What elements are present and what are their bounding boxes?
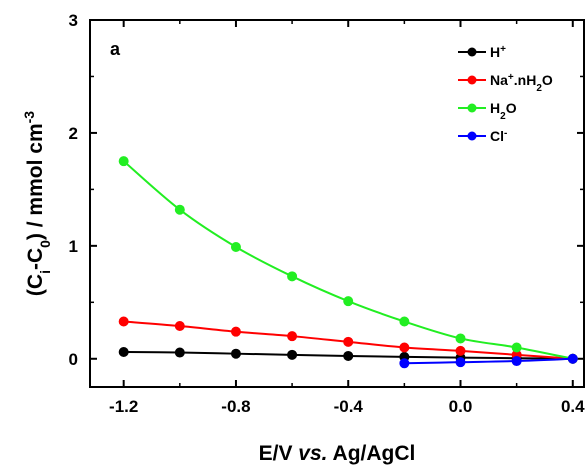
legend-label: H+: [490, 44, 506, 61]
plot-frame: [89, 19, 585, 388]
data-point: [511, 342, 522, 353]
x-tick-label: 0.0: [449, 397, 473, 416]
legend-marker: [467, 47, 477, 57]
legend-marker: [467, 103, 477, 113]
data-point: [455, 345, 466, 356]
x-tick-label: -0.4: [334, 397, 364, 416]
legend-item: H+: [458, 44, 506, 61]
data-point: [230, 326, 241, 337]
legend-label: Cl-: [490, 128, 507, 145]
label-layer: a E/V vs. Ag/AgCl (Ci-C0) / mmol cm-3: [21, 39, 415, 465]
legend-label: H2O: [490, 100, 517, 122]
y-tick-label: 3: [69, 11, 78, 30]
data-point: [287, 349, 298, 360]
legend: H+ Na+.nH2O H2O Cl-: [458, 44, 553, 145]
data-point: [287, 331, 298, 342]
y-tick-label: 2: [69, 124, 78, 143]
data-point: [230, 241, 241, 252]
data-point: [174, 321, 185, 332]
x-tick-label: -0.8: [221, 397, 250, 416]
series-layer: [118, 156, 578, 369]
y-tick-label: 1: [69, 237, 78, 256]
panel-label: a: [110, 39, 121, 59]
data-point: [118, 316, 129, 327]
data-point: [511, 356, 522, 367]
data-point: [287, 271, 298, 282]
data-point: [567, 353, 578, 364]
data-point: [118, 156, 129, 167]
series-2: [118, 156, 578, 364]
series-line: [123, 160, 573, 360]
legend-label: Na+.nH2O: [490, 72, 553, 94]
data-point: [399, 316, 410, 327]
data-point: [399, 342, 410, 353]
series-3: [399, 353, 578, 369]
data-point: [399, 358, 410, 369]
series-line: [404, 357, 573, 365]
legend-marker: [467, 75, 477, 85]
legend-item: Na+.nH2O: [458, 72, 553, 94]
data-point: [174, 204, 185, 215]
data-point: [455, 333, 466, 344]
data-point: [343, 350, 354, 361]
data-point: [455, 357, 466, 368]
y-axis-title: (Ci-C0) / mmol cm-3: [21, 111, 53, 296]
data-point: [118, 346, 129, 357]
x-tick-label: -1.2: [109, 397, 138, 416]
legend-item: H2O: [458, 100, 517, 122]
data-point: [343, 336, 354, 347]
data-point: [230, 348, 241, 359]
x-tick-label: 0.4: [561, 397, 585, 416]
data-point: [343, 296, 354, 307]
y-tick-label: 0: [69, 350, 78, 369]
axes-layer: -1.2 -0.8 -0.4 0.0 0.4 0 1 2 3: [69, 11, 586, 416]
legend-item: Cl-: [458, 128, 507, 145]
data-point: [174, 347, 185, 358]
x-axis-title: E/V vs. Ag/AgCl: [259, 442, 416, 465]
legend-marker: [467, 131, 477, 141]
series-1: [118, 316, 578, 364]
